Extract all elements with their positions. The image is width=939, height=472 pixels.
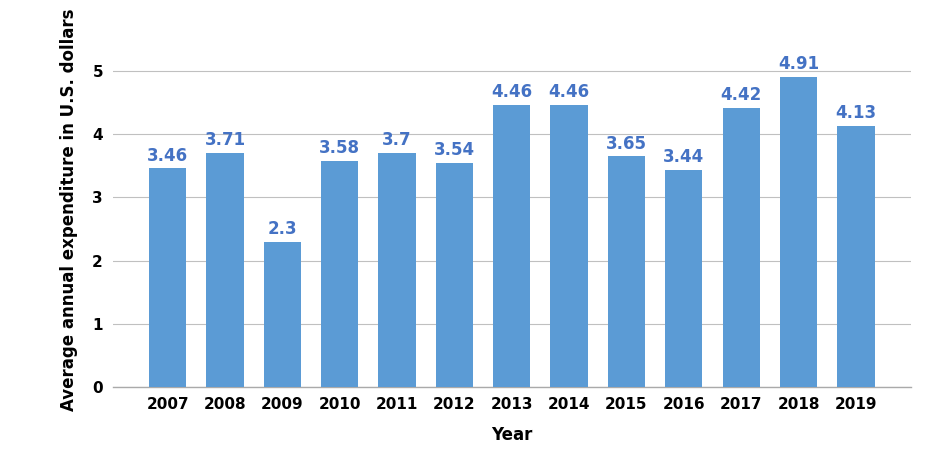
Bar bbox=[264, 242, 301, 387]
Bar bbox=[436, 163, 473, 387]
Bar bbox=[321, 161, 359, 387]
Text: 3.54: 3.54 bbox=[434, 142, 475, 160]
Text: 3.44: 3.44 bbox=[663, 148, 704, 166]
Bar bbox=[780, 76, 817, 387]
Text: 3.58: 3.58 bbox=[319, 139, 361, 157]
X-axis label: Year: Year bbox=[491, 426, 532, 444]
Y-axis label: Average annual expenditure in U.S. dollars: Average annual expenditure in U.S. dolla… bbox=[60, 9, 78, 411]
Text: 4.46: 4.46 bbox=[491, 84, 532, 101]
Bar bbox=[378, 153, 416, 387]
Bar bbox=[665, 169, 702, 387]
Bar bbox=[722, 108, 760, 387]
Bar bbox=[550, 105, 588, 387]
Bar bbox=[838, 126, 874, 387]
Bar bbox=[149, 169, 186, 387]
Text: 3.46: 3.46 bbox=[147, 146, 188, 165]
Text: 3.71: 3.71 bbox=[205, 131, 245, 149]
Text: 2.3: 2.3 bbox=[268, 220, 297, 238]
Bar bbox=[608, 156, 645, 387]
Text: 3.7: 3.7 bbox=[382, 131, 412, 149]
Bar bbox=[493, 105, 531, 387]
Bar bbox=[207, 152, 243, 387]
Text: 4.42: 4.42 bbox=[720, 86, 762, 104]
Text: 4.46: 4.46 bbox=[548, 84, 590, 101]
Text: 4.91: 4.91 bbox=[778, 55, 819, 73]
Text: 3.65: 3.65 bbox=[606, 135, 647, 152]
Text: 4.13: 4.13 bbox=[836, 104, 876, 122]
